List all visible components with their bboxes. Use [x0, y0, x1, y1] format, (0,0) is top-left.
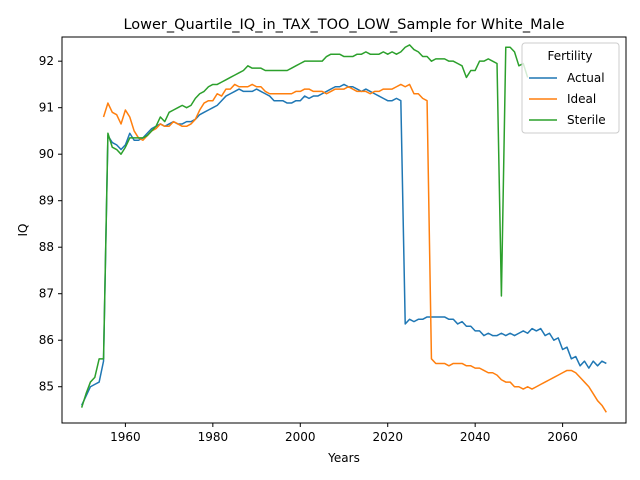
axes-frame [61, 36, 627, 424]
y-tick-label: 92 [39, 54, 54, 68]
x-axis-label: Years [327, 451, 360, 465]
legend-label-sterile: Sterile [567, 113, 606, 127]
x-tick-label: 1980 [198, 430, 229, 444]
y-tick-label: 88 [39, 240, 54, 254]
legend-title: Fertility [547, 49, 592, 63]
legend-items: Actual Ideal Sterile [529, 71, 606, 127]
y-tick-label: 90 [39, 147, 54, 161]
x-axis: 1960 1980 2000 2020 2040 2060 [110, 423, 578, 444]
chart-title: Lower_Quartile_IQ_in_TAX_TOO_LOW_Sample … [123, 17, 564, 33]
legend-box [521, 42, 620, 134]
series-line-ideal [102, 83, 607, 413]
x-tick-label: 2000 [285, 430, 316, 444]
y-tick-label: 91 [39, 101, 54, 115]
x-tick-label: 1960 [110, 430, 141, 444]
plot-area [80, 44, 607, 413]
series-line-sterile [80, 44, 529, 408]
legend: Fertility Actual Ideal Sterile [521, 42, 620, 134]
y-tick-label: 87 [39, 287, 54, 301]
y-axis: 85 86 87 88 89 90 91 92 [39, 54, 62, 394]
y-axis-label: IQ [16, 224, 30, 237]
x-tick-label: 2060 [547, 430, 578, 444]
legend-label-ideal: Ideal [567, 92, 596, 106]
series-line-actual [80, 83, 607, 406]
y-tick-label: 85 [39, 380, 54, 394]
y-tick-label: 89 [39, 194, 54, 208]
legend-label-actual: Actual [567, 71, 605, 85]
x-tick-label: 2040 [460, 430, 491, 444]
y-tick-label: 86 [39, 333, 54, 347]
x-tick-label: 2020 [372, 430, 403, 444]
